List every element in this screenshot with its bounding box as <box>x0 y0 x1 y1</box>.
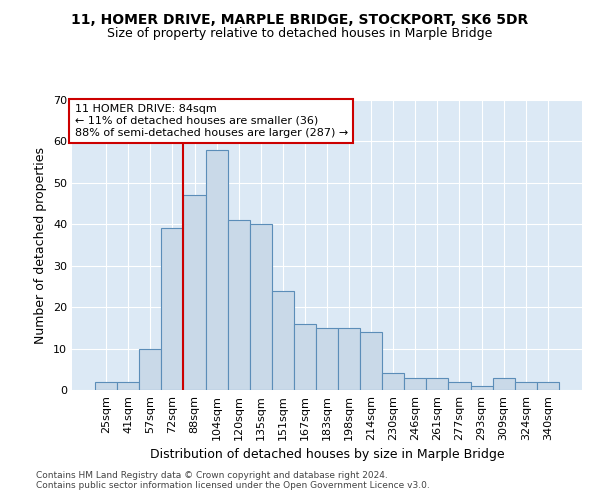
Bar <box>95 382 117 390</box>
Bar <box>139 348 161 390</box>
Text: 11, HOMER DRIVE, MARPLE BRIDGE, STOCKPORT, SK6 5DR: 11, HOMER DRIVE, MARPLE BRIDGE, STOCKPOR… <box>71 12 529 26</box>
Bar <box>427 378 448 390</box>
Bar <box>117 382 139 390</box>
Bar <box>537 382 559 390</box>
Bar <box>338 328 360 390</box>
Bar <box>493 378 515 390</box>
Bar <box>206 150 227 390</box>
Bar <box>515 382 537 390</box>
Bar <box>227 220 250 390</box>
Bar <box>250 224 272 390</box>
X-axis label: Distribution of detached houses by size in Marple Bridge: Distribution of detached houses by size … <box>149 448 505 462</box>
Bar <box>382 374 404 390</box>
Bar <box>360 332 382 390</box>
Text: 11 HOMER DRIVE: 84sqm
← 11% of detached houses are smaller (36)
88% of semi-deta: 11 HOMER DRIVE: 84sqm ← 11% of detached … <box>74 104 348 138</box>
Bar <box>294 324 316 390</box>
Bar <box>448 382 470 390</box>
Bar <box>470 386 493 390</box>
Text: Contains public sector information licensed under the Open Government Licence v3: Contains public sector information licen… <box>36 481 430 490</box>
Bar <box>272 290 294 390</box>
Text: Contains HM Land Registry data © Crown copyright and database right 2024.: Contains HM Land Registry data © Crown c… <box>36 471 388 480</box>
Text: Size of property relative to detached houses in Marple Bridge: Size of property relative to detached ho… <box>107 28 493 40</box>
Bar <box>161 228 184 390</box>
Bar <box>184 196 206 390</box>
Bar <box>404 378 427 390</box>
Y-axis label: Number of detached properties: Number of detached properties <box>34 146 47 344</box>
Bar <box>316 328 338 390</box>
